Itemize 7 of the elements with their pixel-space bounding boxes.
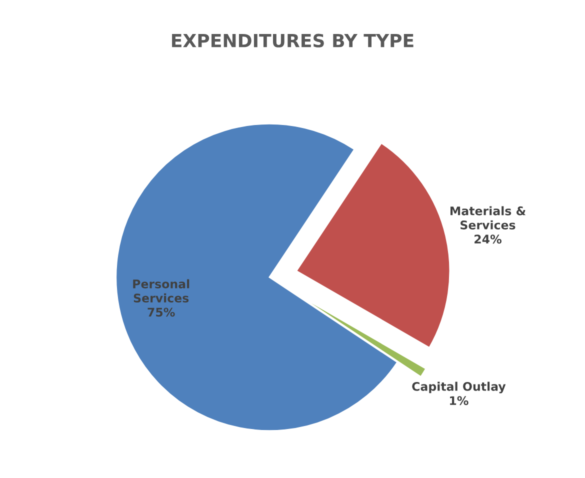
data-label: 1%: [450, 396, 468, 406]
slice-label: Materials & Services: [450, 206, 526, 230]
slice-label: Personal Services: [133, 279, 190, 303]
data-label: 24%: [474, 234, 502, 244]
data-label: 75%: [148, 308, 175, 317]
chart-title: EXPENDITURES BY TYPE: [172, 34, 414, 48]
slice-label: Capital Outlay: [412, 382, 506, 394]
